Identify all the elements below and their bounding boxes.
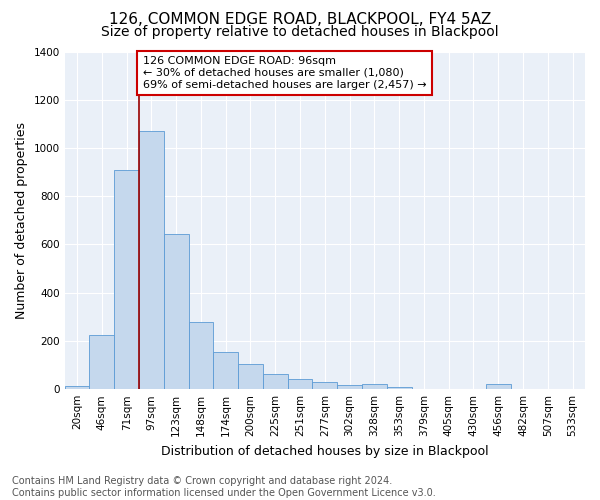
Bar [362, 384, 387, 389]
Bar [214, 352, 238, 389]
Text: Size of property relative to detached houses in Blackpool: Size of property relative to detached ho… [101, 25, 499, 39]
Text: Contains HM Land Registry data © Crown copyright and database right 2024.
Contai: Contains HM Land Registry data © Crown c… [12, 476, 436, 498]
Bar [114, 170, 139, 389]
Bar [337, 386, 362, 389]
Bar [263, 374, 287, 389]
Bar [486, 384, 511, 389]
Bar [287, 379, 313, 389]
Text: 126 COMMON EDGE ROAD: 96sqm
← 30% of detached houses are smaller (1,080)
69% of : 126 COMMON EDGE ROAD: 96sqm ← 30% of det… [143, 56, 427, 90]
Bar [65, 386, 89, 389]
Bar [164, 234, 188, 389]
Bar [89, 335, 114, 389]
Bar [313, 382, 337, 389]
Bar [188, 322, 214, 389]
Text: 126, COMMON EDGE ROAD, BLACKPOOL, FY4 5AZ: 126, COMMON EDGE ROAD, BLACKPOOL, FY4 5A… [109, 12, 491, 28]
Bar [139, 131, 164, 389]
Bar [238, 364, 263, 389]
Bar [387, 387, 412, 389]
X-axis label: Distribution of detached houses by size in Blackpool: Distribution of detached houses by size … [161, 444, 488, 458]
Y-axis label: Number of detached properties: Number of detached properties [15, 122, 28, 319]
